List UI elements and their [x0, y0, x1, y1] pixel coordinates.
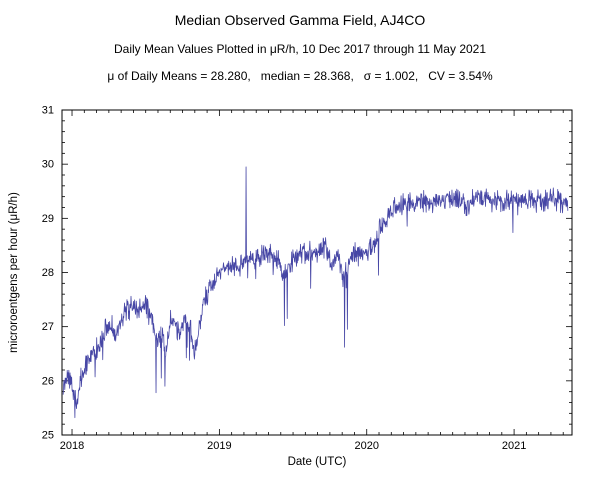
x-tick-label: 2021: [502, 440, 526, 452]
x-tick-label: 2020: [354, 440, 378, 452]
y-tick-label: 27: [42, 321, 54, 333]
time-series-plot: 2018 2019 2020 2021 25 26 27 28 29 30 31 Date (UTC)…: [8, 105, 573, 468]
y-tick-label: 29: [42, 213, 54, 225]
y-axis-label: microroentgens per hour (μR/h): [8, 192, 20, 353]
data-line: [62, 166, 569, 419]
y-tick-label: 31: [42, 105, 54, 117]
y-tick-label: 30: [42, 159, 54, 171]
y-tick-label: 26: [42, 375, 54, 387]
y-tick-label: 25: [42, 430, 54, 442]
x-tick-label: 2019: [207, 440, 231, 452]
chart-subtitle: Daily Mean Values Plotted in μR/h, 10 De…: [113, 42, 487, 56]
x-tick-label: 2018: [60, 440, 84, 452]
chart-stats-line: μ of Daily Means = 28.280, median = 28.3…: [107, 69, 493, 83]
y-tick-label: 28: [42, 267, 54, 279]
chart-title: Median Observed Gamma Field, AJ4CO: [174, 12, 426, 28]
plot-frame: [61, 109, 573, 436]
x-axis-label: Date (UTC): [288, 456, 347, 468]
